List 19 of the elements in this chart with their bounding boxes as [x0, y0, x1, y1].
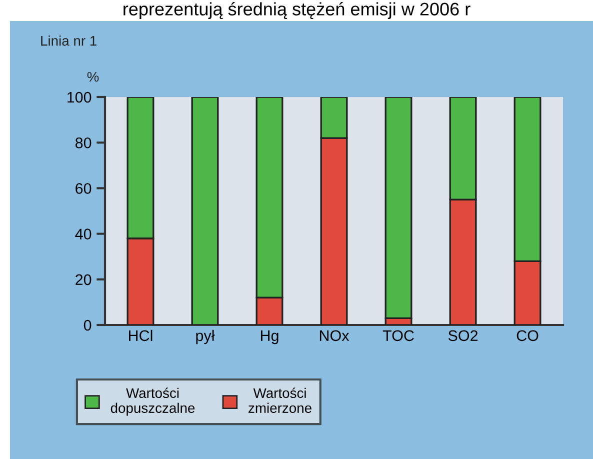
x-tick-label: HCl	[129, 330, 152, 342]
y-tick-label: 40	[75, 228, 92, 240]
x-tick-label: pył	[196, 330, 215, 344]
chart-title: Linia nr 1	[41, 36, 96, 46]
y-axis-title: %	[87, 72, 99, 82]
y-tick-label: 20	[76, 274, 92, 286]
y-tick-label: 100	[67, 92, 92, 103]
x-tick-label: CO	[516, 330, 538, 342]
x-tick-label: SO2	[448, 330, 478, 342]
legend-label: Wartości dopuszczalne	[110, 388, 195, 416]
y-tick-label: 60	[76, 183, 92, 194]
x-tick-label: TOC	[382, 330, 414, 342]
legend-label: Wartości zmierzone	[248, 388, 312, 413]
y-tick-label: 0	[84, 320, 92, 331]
bar	[191, 97, 219, 325]
text: reprezentują średnią stężeń emisji w 2006 r	[124, 2, 470, 20]
x-tick-label: NOx	[320, 330, 350, 342]
y-tick-label: 80	[75, 137, 92, 148]
x-tick-label: Hg	[260, 330, 278, 344]
